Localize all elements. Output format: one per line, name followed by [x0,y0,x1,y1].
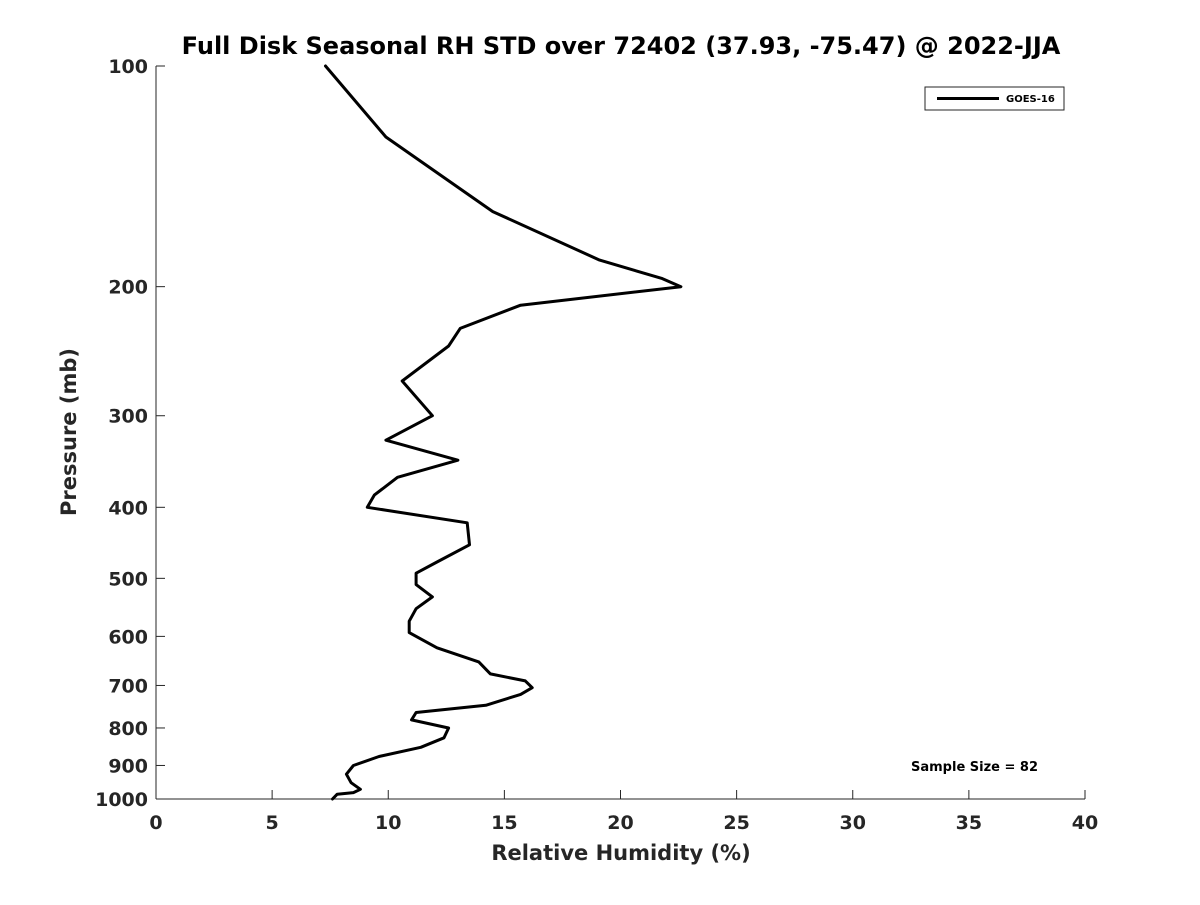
y-tick-label: 400 [108,497,148,519]
x-tick-label: 30 [840,812,866,834]
y-tick-label: 100 [108,56,148,78]
x-ticks: 0 5 10 15 20 25 30 35 40 [149,790,1098,834]
x-tick-label: 35 [956,812,982,834]
x-tick-label: 10 [375,812,401,834]
plot-area: 0 5 10 15 20 25 30 35 40 100 200 300 400 500 600 700 80… [95,56,1098,834]
x-tick-label: 15 [491,812,517,834]
x-axis-label: Relative Humidity (%) [491,841,750,865]
sample-size-annotation: Sample Size = 82 [911,760,1038,775]
y-tick-label: 300 [108,406,148,428]
x-tick-label: 40 [1072,812,1098,834]
y-tick-label: 200 [108,277,148,299]
y-axis-label: Pressure (mb) [57,348,81,516]
chart-title: Full Disk Seasonal RH STD over 72402 (37… [182,32,1061,60]
y-tick-label: 500 [108,568,148,590]
y-tick-label: 900 [108,755,148,777]
x-tick-label: 20 [607,812,633,834]
x-tick-label: 25 [723,812,749,834]
legend-label-goes-16: GOES-16 [1006,94,1055,105]
legend: GOES-16 [924,86,1065,111]
series-line-goes-16 [324,64,683,801]
y-tick-label: 800 [108,718,148,740]
y-tick-label: 700 [108,675,148,697]
x-tick-label: 0 [149,812,162,834]
y-ticks: 100 200 300 400 500 600 700 800 900 1000 [95,56,165,811]
y-tick-label: 1000 [95,789,148,811]
x-tick-label: 5 [266,812,279,834]
y-tick-label: 600 [108,626,148,648]
